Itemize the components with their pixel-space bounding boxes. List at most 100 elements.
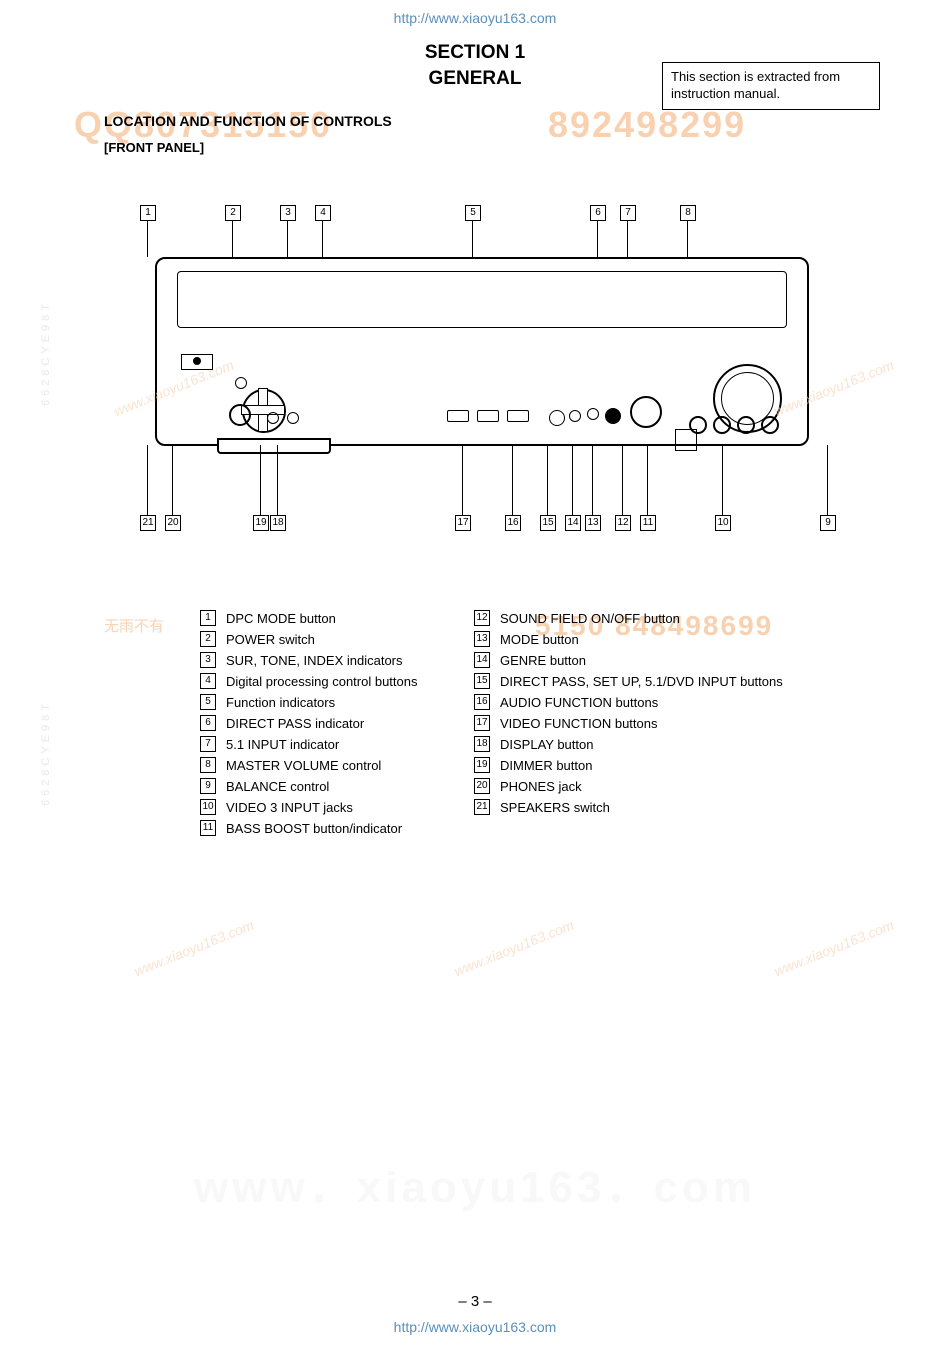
- jack-4: [761, 416, 779, 434]
- control-number-box: 1: [200, 610, 216, 626]
- callout-bottom: 16: [505, 515, 521, 531]
- callout-bottom: 19: [253, 515, 269, 531]
- control-label: MODE button: [500, 632, 579, 647]
- control-label: DIRECT PASS indicator: [226, 716, 364, 731]
- callout-bottom: 14: [565, 515, 581, 531]
- control-number-box: 12: [474, 610, 490, 626]
- callout-line: [472, 220, 473, 257]
- callout-line: [260, 445, 261, 515]
- front-panel-diagram: 12345678 2120191817161514131211109: [120, 195, 840, 545]
- control-number-box: 6: [200, 715, 216, 731]
- control-label: SOUND FIELD ON/OFF button: [500, 611, 680, 626]
- callout-line: [687, 220, 688, 257]
- func-btn-1: [447, 410, 469, 422]
- control-label: Digital processing control buttons: [226, 674, 418, 689]
- panel-heading: [FRONT PANEL]: [104, 140, 204, 155]
- callout-line: [277, 445, 278, 515]
- jack-3: [737, 416, 755, 434]
- url-top: http://www.xiaoyu163.com: [0, 10, 950, 26]
- callout-bottom: 10: [715, 515, 731, 531]
- callout-line: [572, 445, 573, 515]
- control-item: 7 5.1 INPUT indicator: [200, 736, 418, 752]
- callout-line: [597, 220, 598, 257]
- url-bottom: http://www.xiaoyu163.com: [0, 1319, 950, 1335]
- section-title: SECTION 1: [0, 42, 950, 64]
- control-label: BASS BOOST button/indicator: [226, 821, 402, 836]
- small-btn-2: [287, 412, 299, 424]
- control-number-box: 4: [200, 673, 216, 689]
- callout-top: 5: [465, 205, 481, 221]
- control-number-box: 9: [200, 778, 216, 794]
- boost-btn: [605, 408, 621, 424]
- power-switch-graphic: [181, 354, 213, 370]
- control-item: 1DPC MODE button: [200, 610, 418, 626]
- control-item: 9 BALANCE control: [200, 778, 418, 794]
- control-item: 5Function indicators: [200, 694, 418, 710]
- callout-bottom: 17: [455, 515, 471, 531]
- wm-diag-4: www.xiaoyu163.com: [452, 917, 576, 980]
- indicator-dot: [235, 377, 247, 389]
- callout-bottom: 13: [585, 515, 601, 531]
- control-item: 14GENRE button: [474, 652, 783, 668]
- control-label: BALANCE control: [226, 779, 329, 794]
- round-btn-3: [587, 408, 599, 420]
- control-item: 11 BASS BOOST button/indicator: [200, 820, 418, 836]
- wm-diag-5: www.xiaoyu163.com: [772, 917, 896, 980]
- control-item: 6 DIRECT PASS indicator: [200, 715, 418, 731]
- control-number-box: 7: [200, 736, 216, 752]
- control-number-box: 17: [474, 715, 490, 731]
- jack-1: [689, 416, 707, 434]
- callout-line: [647, 445, 648, 515]
- control-number-box: 11: [200, 820, 216, 836]
- phones-jack-graphic: [229, 404, 251, 426]
- small-btn-1: [267, 412, 279, 424]
- control-label: DIRECT PASS, SET UP, 5.1/DVD INPUT butto…: [500, 674, 783, 689]
- wm-diag-3: www.xiaoyu163.com: [132, 917, 256, 980]
- control-number-box: 8: [200, 757, 216, 773]
- callout-line: [172, 445, 173, 515]
- callout-line: [147, 445, 148, 515]
- controls-list-col1: 1DPC MODE button2POWER switch3SUR, TONE,…: [200, 610, 418, 841]
- control-item: 16AUDIO FUNCTION buttons: [474, 694, 783, 710]
- control-number-box: 20: [474, 778, 490, 794]
- control-label: Function indicators: [226, 695, 335, 710]
- control-item: 8 MASTER VOLUME control: [200, 757, 418, 773]
- big-watermark: www．xiaoyu163．com: [0, 1151, 950, 1215]
- callout-top: 1: [140, 205, 156, 221]
- control-number-box: 14: [474, 652, 490, 668]
- callout-bottom: 18: [270, 515, 286, 531]
- note-box: This section is extracted from instructi…: [662, 62, 880, 110]
- control-number-box: 19: [474, 757, 490, 773]
- control-number-box: 21: [474, 799, 490, 815]
- control-label: MASTER VOLUME control: [226, 758, 381, 773]
- callout-top: 3: [280, 205, 296, 221]
- device-outline: [155, 257, 809, 446]
- callout-line: [722, 445, 723, 515]
- func-btn-3: [507, 410, 529, 422]
- callout-line: [827, 445, 828, 515]
- control-item: 2POWER switch: [200, 631, 418, 647]
- control-number-box: 3: [200, 652, 216, 668]
- control-item: 12 SOUND FIELD ON/OFF button: [474, 610, 783, 626]
- control-item: 10VIDEO 3 INPUT jacks: [200, 799, 418, 815]
- control-item: 13 MODE button: [474, 631, 783, 647]
- control-number-box: 18: [474, 736, 490, 752]
- tray-graphic: [217, 438, 331, 454]
- control-label: 5.1 INPUT indicator: [226, 737, 339, 752]
- callout-top: 8: [680, 205, 696, 221]
- jack-2: [713, 416, 731, 434]
- round-btn-1: [549, 410, 565, 426]
- control-number-box: 13: [474, 631, 490, 647]
- callout-line: [622, 445, 623, 515]
- control-label: VIDEO FUNCTION buttons: [500, 716, 657, 731]
- control-item: 18DISPLAY button: [474, 736, 783, 752]
- control-item: 15DIRECT PASS, SET UP, 5.1/DVD INPUT but…: [474, 673, 783, 689]
- edge-watermark-2: 6628CYE98T: [40, 700, 52, 806]
- control-item: 21SPEAKERS switch: [474, 799, 783, 815]
- watermark-number-b: 892498299: [548, 104, 746, 146]
- callout-line: [592, 445, 593, 515]
- control-item: 20PHONES jack: [474, 778, 783, 794]
- callout-top: 7: [620, 205, 636, 221]
- callout-line: [512, 445, 513, 515]
- callout-line: [322, 220, 323, 257]
